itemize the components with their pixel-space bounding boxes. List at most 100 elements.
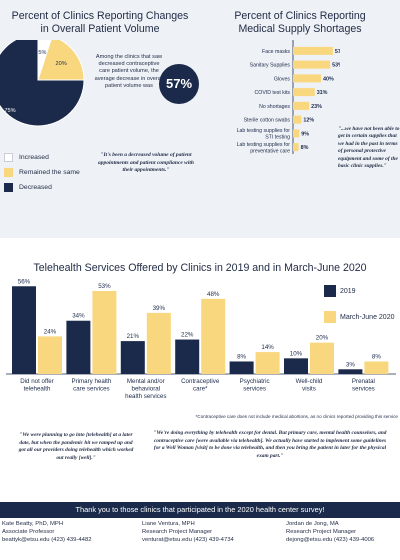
telehealth-value-2019-well-child-visits: 10%: [290, 350, 303, 357]
patient-volume-pie-chart: 5% 20% 75%: [0, 40, 85, 127]
contact-1-name: Kate Beatty, PhD, MPH: [2, 521, 64, 527]
telehealth-quote-right: "We're doing everything by telehealth ex…: [153, 430, 387, 459]
supply-value-sterile-cotton-swabs: 12%: [303, 118, 314, 124]
contact-3-name: Jordan de Jong, MA: [286, 521, 339, 527]
supply-bar-sanitary-supplies: [293, 60, 331, 69]
telehealth-value-2019-mental-and-or-behavioral-health-services: 21%: [127, 333, 140, 340]
telehealth-legend-2019-label: 2019: [340, 287, 356, 295]
telehealth-bar-2019-mental-and-or-behavioral-health-services: [120, 341, 145, 374]
supply-value-lab-testing-supplies-for-preventative-care: 8%: [301, 145, 309, 151]
telehealth-bar-march-june-2020-primary-health-care-services: [92, 290, 117, 374]
telehealth-bar-march-june-2020-contraceptive-care: [201, 298, 226, 374]
legend-remained: Remained the same: [4, 167, 80, 177]
telehealth-legend-2020-swatch: [324, 311, 336, 323]
telehealth-category-mental-and-or-behavioral-health-services: Mental and/or behavioral health services: [125, 378, 166, 400]
telehealth-bar-chart: 56% 24% Did not offer telehealth 34% 53% Prima…: [6, 278, 396, 400]
supply-value-no-shortages: 23%: [311, 104, 322, 110]
telehealth-legend-2019: 2019: [324, 285, 356, 297]
telehealth-bar-2019-psychiatric-services: [229, 361, 254, 374]
supply-value-lab-testing-supplies-for-sti-testing: 9%: [301, 131, 309, 137]
supply-bar-gloves: [293, 74, 321, 83]
supply-value-gloves: 40%: [323, 76, 334, 82]
supply-shortage-panel: Percent of Clinics Reporting Medical Sup…: [200, 0, 400, 238]
telehealth-bar-march-june-2020-did-not-offer-telehealth: [38, 336, 62, 374]
telehealth-bar-2019-did-not-offer-telehealth: [12, 286, 36, 374]
supply-label-gloves: Gloves: [274, 76, 291, 82]
supply-shortage-quote: "...we have not been able to get in cert…: [338, 126, 400, 170]
telehealth-value-march-june-2020-primary-health-care-services: 53%: [98, 283, 111, 290]
thank-you-banner: Thank you to those clinics that particip…: [0, 502, 400, 518]
telehealth-footnote: *Contraceptive care does not include med…: [195, 414, 399, 419]
supply-value-covid-test-kits: 31%: [317, 90, 328, 96]
legend-decreased: Decreased: [4, 182, 52, 192]
contact-2-email-phone: venturat@etsu.edu (423) 439-4734: [142, 537, 234, 543]
telehealth-bar-2019-well-child-visits: [284, 358, 308, 374]
patient-volume-panel: Percent of Clinics Reporting Changes in …: [0, 0, 200, 238]
supply-label-sanitary-supplies: Sanitary Supplies: [250, 63, 291, 69]
telehealth-category-did-not-offer-telehealth: Did not offer telehealth: [20, 378, 54, 392]
telehealth-value-2019-primary-health-care-services: 34%: [72, 313, 85, 320]
telehealth-value-march-june-2020-prenatal-services: 8%: [372, 353, 381, 360]
telehealth-bar-2019-prenatal-services: [338, 369, 363, 374]
pie-slice-decreased: [0, 40, 85, 127]
contact-1: Kate Beatty, PhD, MPH Associate Professo…: [2, 520, 92, 544]
telehealth-bar-march-june-2020-well-child-visits: [310, 342, 334, 374]
patient-volume-title-line1: Percent of Clinics Reporting Changes: [11, 10, 189, 22]
telehealth-category-prenatal-services: Prenatal services: [352, 378, 375, 392]
telehealth-legend-2019-swatch: [324, 285, 336, 297]
supply-shortage-bar-chart: 57% Face masks 53% Sanitary Supplies 40% Glov…: [237, 40, 340, 154]
supply-label-lab-testing-supplies-for-preventative-care: Lab testing supplies for preventative car…: [237, 142, 291, 154]
telehealth-legend-2020: March-June 2020: [324, 311, 394, 323]
supply-label-face-masks: Face masks: [262, 49, 290, 55]
telehealth-value-march-june-2020-mental-and-or-behavioral-health-services: 39%: [153, 305, 166, 312]
contact-2-role: Research Project Manager: [142, 529, 213, 535]
contact-3: Jordan de Jong, MA Research Project Mana…: [286, 520, 374, 544]
supply-label-lab-testing-supplies-for-sti-testing: Lab testing supplies for STI testing: [237, 128, 291, 140]
pie-note: Among the clinics that saw decreased con…: [94, 54, 164, 89]
legend-increased-swatch: [4, 152, 13, 162]
supply-value-face-masks: 57%: [335, 49, 340, 55]
telehealth-title: Telehealth Services Offered by Clinics i…: [33, 262, 367, 274]
pie-label-remained-the-same: 20%: [55, 61, 66, 67]
telehealth-category-well-child-visits: Well-child visits: [296, 378, 323, 392]
legend-increased: Increased: [4, 152, 49, 162]
telehealth-bar-march-june-2020-prenatal-services: [364, 361, 389, 374]
contact-1-email-phone: beattyk@etsu.edu (423) 439-4482: [2, 537, 92, 543]
telehealth-category-psychiatric-services: Psychiatric services: [240, 378, 270, 392]
supply-bar-covid-test-kits: [293, 88, 315, 97]
supply-bar-sterile-cotton-swabs: [293, 115, 302, 124]
legend-decreased-label: Decreased: [19, 183, 52, 191]
legend-decreased-swatch: [4, 182, 13, 192]
legend-increased-label: Increased: [19, 153, 49, 161]
pie-label-decreased: 75%: [4, 108, 15, 114]
contact-3-role: Research Project Manager: [286, 529, 357, 535]
patient-volume-quote: "It's been a decreased volume of patient…: [98, 152, 194, 174]
telehealth-bar-march-june-2020-psychiatric-services: [255, 352, 280, 374]
telehealth-value-2019-prenatal-services: 3%: [346, 361, 355, 368]
telehealth-value-march-june-2020-well-child-visits: 20%: [316, 335, 329, 342]
telehealth-value-march-june-2020-psychiatric-services: 14%: [261, 344, 274, 351]
supply-bar-lab-testing-supplies-for-preventative-care: [293, 143, 299, 152]
pie-slice-increased: [37, 40, 52, 81]
supply-bar-face-masks: [293, 46, 333, 55]
supply-label-covid-test-kits: COVID test kits: [255, 90, 291, 96]
patient-volume-title: Percent of Clinics Reporting Changes in …: [0, 10, 200, 36]
supply-shortage-title-line1: Percent of Clinics Reporting: [234, 10, 366, 22]
telehealth-quote-left: "We were planning to go into [telehealth…: [18, 432, 134, 461]
supply-value-sanitary-supplies: 53%: [332, 63, 340, 69]
supply-label-no-shortages: No shortages: [259, 104, 290, 110]
telehealth-value-2019-did-not-offer-telehealth: 56%: [18, 278, 31, 285]
telehealth-bar-march-june-2020-mental-and-or-behavioral-health-services: [146, 312, 171, 374]
legend-remained-label: Remained the same: [19, 168, 80, 176]
telehealth-value-2019-psychiatric-services: 8%: [237, 353, 246, 360]
contact-2: Liane Ventura, MPH Research Project Mana…: [142, 520, 234, 544]
supply-label-sterile-cotton-swabs: Sterile cotton swabs: [244, 118, 291, 124]
supply-bar-no-shortages: [293, 101, 310, 110]
telehealth-legend-2020-label: March-June 2020: [340, 313, 395, 321]
telehealth-category-primary-health-care-services: Primary health care services: [71, 378, 111, 392]
telehealth-value-march-june-2020-contraceptive-care: 48%: [207, 291, 220, 298]
telehealth-bar-2019-primary-health-care-services: [66, 320, 91, 374]
contact-2-name: Liane Ventura, MPH: [142, 521, 195, 527]
contact-1-role: Associate Professor: [2, 529, 55, 535]
